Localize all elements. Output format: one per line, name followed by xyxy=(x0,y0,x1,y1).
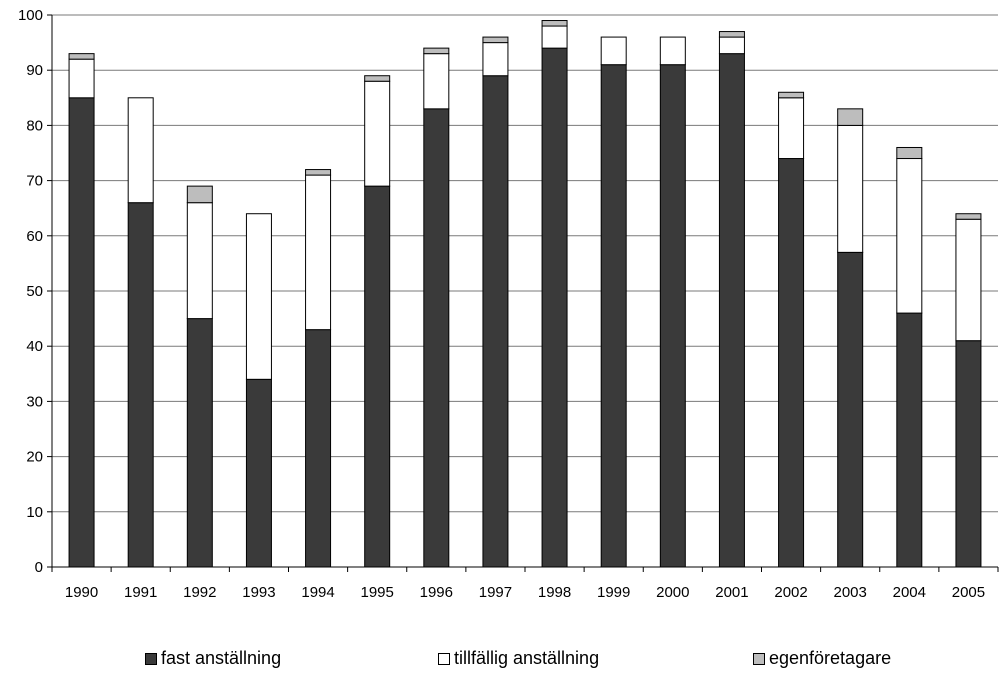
bar-segment-1 xyxy=(837,124,864,253)
bar-segment-1 xyxy=(482,42,509,77)
legend-item-tillfallig: tillfällig anställning xyxy=(438,648,599,669)
bar-segment-1 xyxy=(364,80,391,187)
chart-plot: 0 10 20 30 40 50 60 70 80 90 100 1990 1991 1992 1993 19… xyxy=(18,7,999,601)
bar-segment-1 xyxy=(68,58,95,99)
bar-segment-2 xyxy=(364,75,391,82)
x-tick-label: 1993 xyxy=(242,584,275,601)
x-tick-label: 1994 xyxy=(301,584,334,601)
legend-label-egen: egenföretagare xyxy=(769,648,892,668)
bar-segment-1 xyxy=(778,97,805,160)
bar-segment-2 xyxy=(186,185,213,204)
x-tick-label: 1998 xyxy=(538,584,571,601)
bar-segment-2 xyxy=(837,108,864,126)
bar-segment-0 xyxy=(541,47,568,568)
bar-segment-1 xyxy=(955,218,982,342)
legend-item-egen: egenföretagare xyxy=(753,648,891,669)
x-tick-label: 1990 xyxy=(65,584,98,601)
x-tick-label: 1999 xyxy=(597,584,630,601)
bar-segment-2 xyxy=(955,213,982,220)
y-tick-label: 70 xyxy=(26,173,43,190)
x-tick-label: 2003 xyxy=(834,584,867,601)
bar-segment-1 xyxy=(127,97,154,204)
bar-segment-2 xyxy=(896,146,923,160)
bar-segment-1 xyxy=(659,36,686,66)
bar-segment-0 xyxy=(659,64,686,568)
x-tick-label: 1995 xyxy=(361,584,394,601)
bar-segment-1 xyxy=(305,174,332,331)
bar-segment-2 xyxy=(423,47,450,55)
bar-segment-0 xyxy=(127,202,154,568)
bar-segment-1 xyxy=(896,158,923,314)
y-tick-label: 0 xyxy=(35,559,43,576)
y-tick-label: 10 xyxy=(26,504,43,521)
bar-segment-1 xyxy=(186,202,213,320)
x-tick-label: 2001 xyxy=(715,584,748,601)
x-tick-label: 2005 xyxy=(952,584,985,601)
legend-swatch-egen xyxy=(753,652,765,665)
bar-segment-0 xyxy=(600,64,627,568)
bar-segment-1 xyxy=(423,53,450,110)
x-tick-label: 2004 xyxy=(893,584,926,601)
bar-segment-2 xyxy=(541,20,568,27)
y-tick-label: 60 xyxy=(26,228,43,245)
legend-swatch-tillfallig xyxy=(438,652,450,665)
bar-segment-2 xyxy=(68,53,95,60)
bar-segment-1 xyxy=(718,36,745,55)
bar-segment-0 xyxy=(718,53,745,568)
y-tick-label: 30 xyxy=(26,393,43,410)
y-tick-label: 50 xyxy=(26,283,43,300)
y-tick-label: 100 xyxy=(18,7,43,24)
legend-label-tillfallig: tillfällig anställning xyxy=(454,648,600,668)
x-tick-label: 2000 xyxy=(656,584,689,601)
bar-segment-2 xyxy=(482,36,509,44)
x-tick-label: 1992 xyxy=(183,584,216,601)
x-tick-label: 1997 xyxy=(479,584,512,601)
legend-swatch-fast xyxy=(145,652,157,665)
y-tick-label: 20 xyxy=(26,449,43,466)
bar-segment-2 xyxy=(778,91,805,99)
x-tick-label: 1996 xyxy=(420,584,453,601)
bar-segment-0 xyxy=(896,312,923,568)
bar-segment-2 xyxy=(718,31,745,38)
bar-segment-1 xyxy=(245,213,272,380)
x-tick-label: 1991 xyxy=(124,584,157,601)
bar-segment-0 xyxy=(837,251,864,568)
bar-segment-0 xyxy=(778,158,805,568)
bar-segment-0 xyxy=(245,378,272,568)
legend: fast anställning tillfällig anställning … xyxy=(0,648,1002,672)
bar-segment-1 xyxy=(600,36,627,66)
bar-segment-2 xyxy=(305,169,332,176)
bar-segment-0 xyxy=(482,75,509,568)
bar-segment-0 xyxy=(305,329,332,568)
y-tick-label: 80 xyxy=(26,117,43,134)
y-tick-label: 90 xyxy=(26,62,43,79)
bar-segment-0 xyxy=(68,97,95,568)
y-tick-label: 40 xyxy=(26,338,43,355)
bar-segment-1 xyxy=(541,25,568,49)
bar-segment-0 xyxy=(955,340,982,568)
x-tick-label: 2002 xyxy=(774,584,807,601)
bar-segment-0 xyxy=(423,108,450,568)
bar-segment-0 xyxy=(186,318,213,568)
bar-segment-0 xyxy=(364,185,391,568)
legend-item-fast: fast anställning xyxy=(145,648,281,669)
legend-label-fast: fast anställning xyxy=(161,648,282,668)
